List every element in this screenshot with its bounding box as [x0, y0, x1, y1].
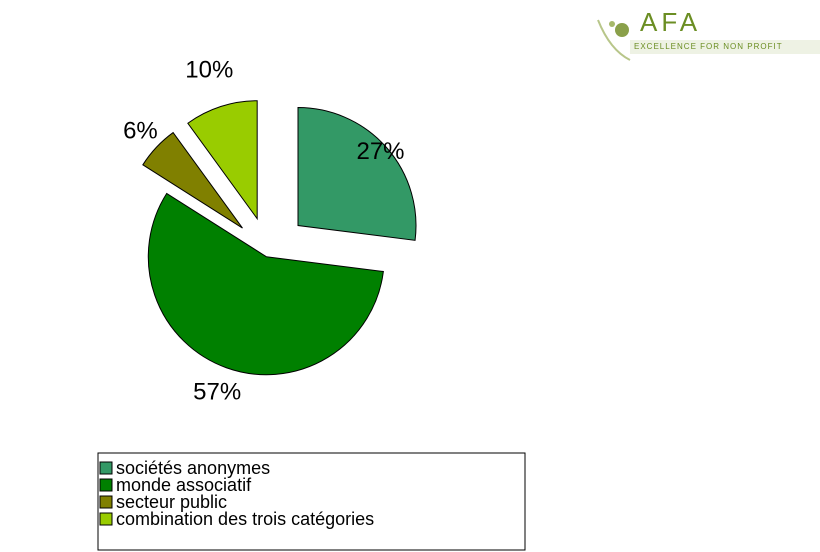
- legend-swatch: [99, 512, 113, 526]
- pie-slice: [297, 107, 417, 241]
- data-label: 6%: [123, 118, 158, 145]
- logo: AFA EXCELLENCE FOR NON PROFIT: [597, 7, 820, 61]
- legend-swatch: [99, 495, 113, 509]
- pie-slice: [147, 192, 384, 376]
- legend-box: [97, 452, 526, 551]
- logo-icon: [615, 23, 629, 37]
- legend-label: monde associatif: [116, 475, 252, 495]
- legend-label: combination des trois catégories: [116, 509, 374, 529]
- logo-swoosh: [597, 19, 631, 61]
- logo-band: [630, 40, 820, 54]
- data-label: 27%: [356, 138, 404, 165]
- data-label: 10%: [185, 57, 233, 84]
- legend-label: secteur public: [116, 492, 227, 512]
- legend-swatch: [99, 478, 113, 492]
- pie-slice: [187, 100, 258, 221]
- legend-swatch: [99, 461, 113, 475]
- pie-slice: [142, 131, 243, 229]
- logo-name: AFA: [640, 7, 701, 37]
- logo-tagline: EXCELLENCE FOR NON PROFIT: [634, 42, 783, 51]
- logo-icon: [609, 21, 615, 27]
- legend-label: sociétés anonymes: [116, 458, 270, 478]
- data-label: 57%: [193, 378, 241, 405]
